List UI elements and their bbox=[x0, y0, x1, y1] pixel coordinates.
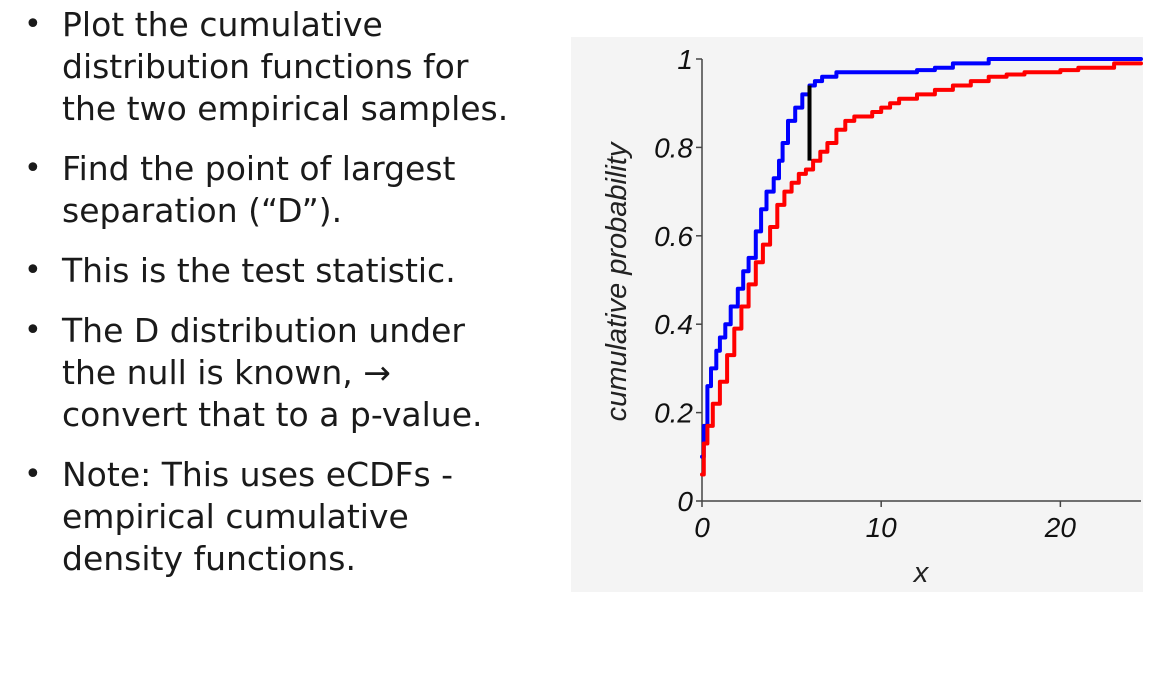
y-tick-label: 0.2 bbox=[654, 398, 693, 429]
bullet-line: empirical cumulative bbox=[62, 497, 409, 536]
bullet-list: • Plot the cumulative distribution functio… bbox=[22, 4, 582, 580]
series-line-0 bbox=[700, 57, 1143, 459]
bullet-line: the two empirical samples. bbox=[62, 89, 509, 128]
bullet-line: the null is known, → bbox=[62, 353, 391, 392]
bullet-item: • Plot the cumulative distribution functio… bbox=[22, 4, 582, 130]
bullet-line: Note: This uses eCDFs - bbox=[62, 455, 454, 494]
bullet-dot: • bbox=[24, 151, 42, 186]
bullet-item: • The D distribution under the null is kno… bbox=[22, 310, 582, 436]
bullet-item: • Find the point of largest separation (“D… bbox=[22, 148, 582, 232]
y-tick-label: 0.8 bbox=[654, 132, 693, 163]
series-line-1 bbox=[700, 61, 1143, 477]
bullet-line: convert that to a p-value. bbox=[62, 395, 483, 434]
ecdf-chart-svg: 00.20.40.60.810 10 20 x cumulative probabi… bbox=[601, 44, 1143, 589]
y-tick-label: 0.4 bbox=[654, 309, 693, 340]
y-tick-label: 1 bbox=[677, 44, 693, 75]
bullet-line: The D distribution under bbox=[62, 311, 465, 350]
bullet-line: density functions. bbox=[62, 539, 356, 578]
plot-area: 00.20.40.60.810 10 20 bbox=[654, 44, 1143, 543]
bullet-dot: • bbox=[24, 313, 42, 348]
y-tick-label: 0 bbox=[677, 486, 693, 517]
bullet-dot: • bbox=[24, 7, 42, 42]
x-tick-label: 10 bbox=[866, 512, 898, 543]
x-axis-label: x bbox=[912, 557, 930, 589]
bullet-line: distribution functions for bbox=[62, 47, 469, 86]
x-tick-label: 0 bbox=[694, 512, 710, 543]
bullet-dot: • bbox=[24, 253, 42, 288]
bullet-line: This is the test statistic. bbox=[62, 251, 456, 290]
bullet-item: • This is the test statistic. bbox=[22, 250, 582, 292]
bullet-dot: • bbox=[24, 457, 42, 492]
bullet-line: separation (“D”). bbox=[62, 191, 343, 230]
y-axis-label: cumulative probability bbox=[601, 141, 633, 421]
x-tick-label: 20 bbox=[1044, 512, 1077, 543]
bullet-line: Find the point of largest bbox=[62, 149, 456, 188]
bullet-line: Plot the cumulative bbox=[62, 5, 383, 44]
ecdf-chart: 0 0.2 0.4 0.6 0.8 1 0 10 20 x cumulative probabi… bbox=[571, 37, 1143, 592]
bullet-item: • Note: This uses eCDFs - empirical cumula… bbox=[22, 454, 582, 580]
y-tick-label: 0.6 bbox=[654, 221, 693, 252]
